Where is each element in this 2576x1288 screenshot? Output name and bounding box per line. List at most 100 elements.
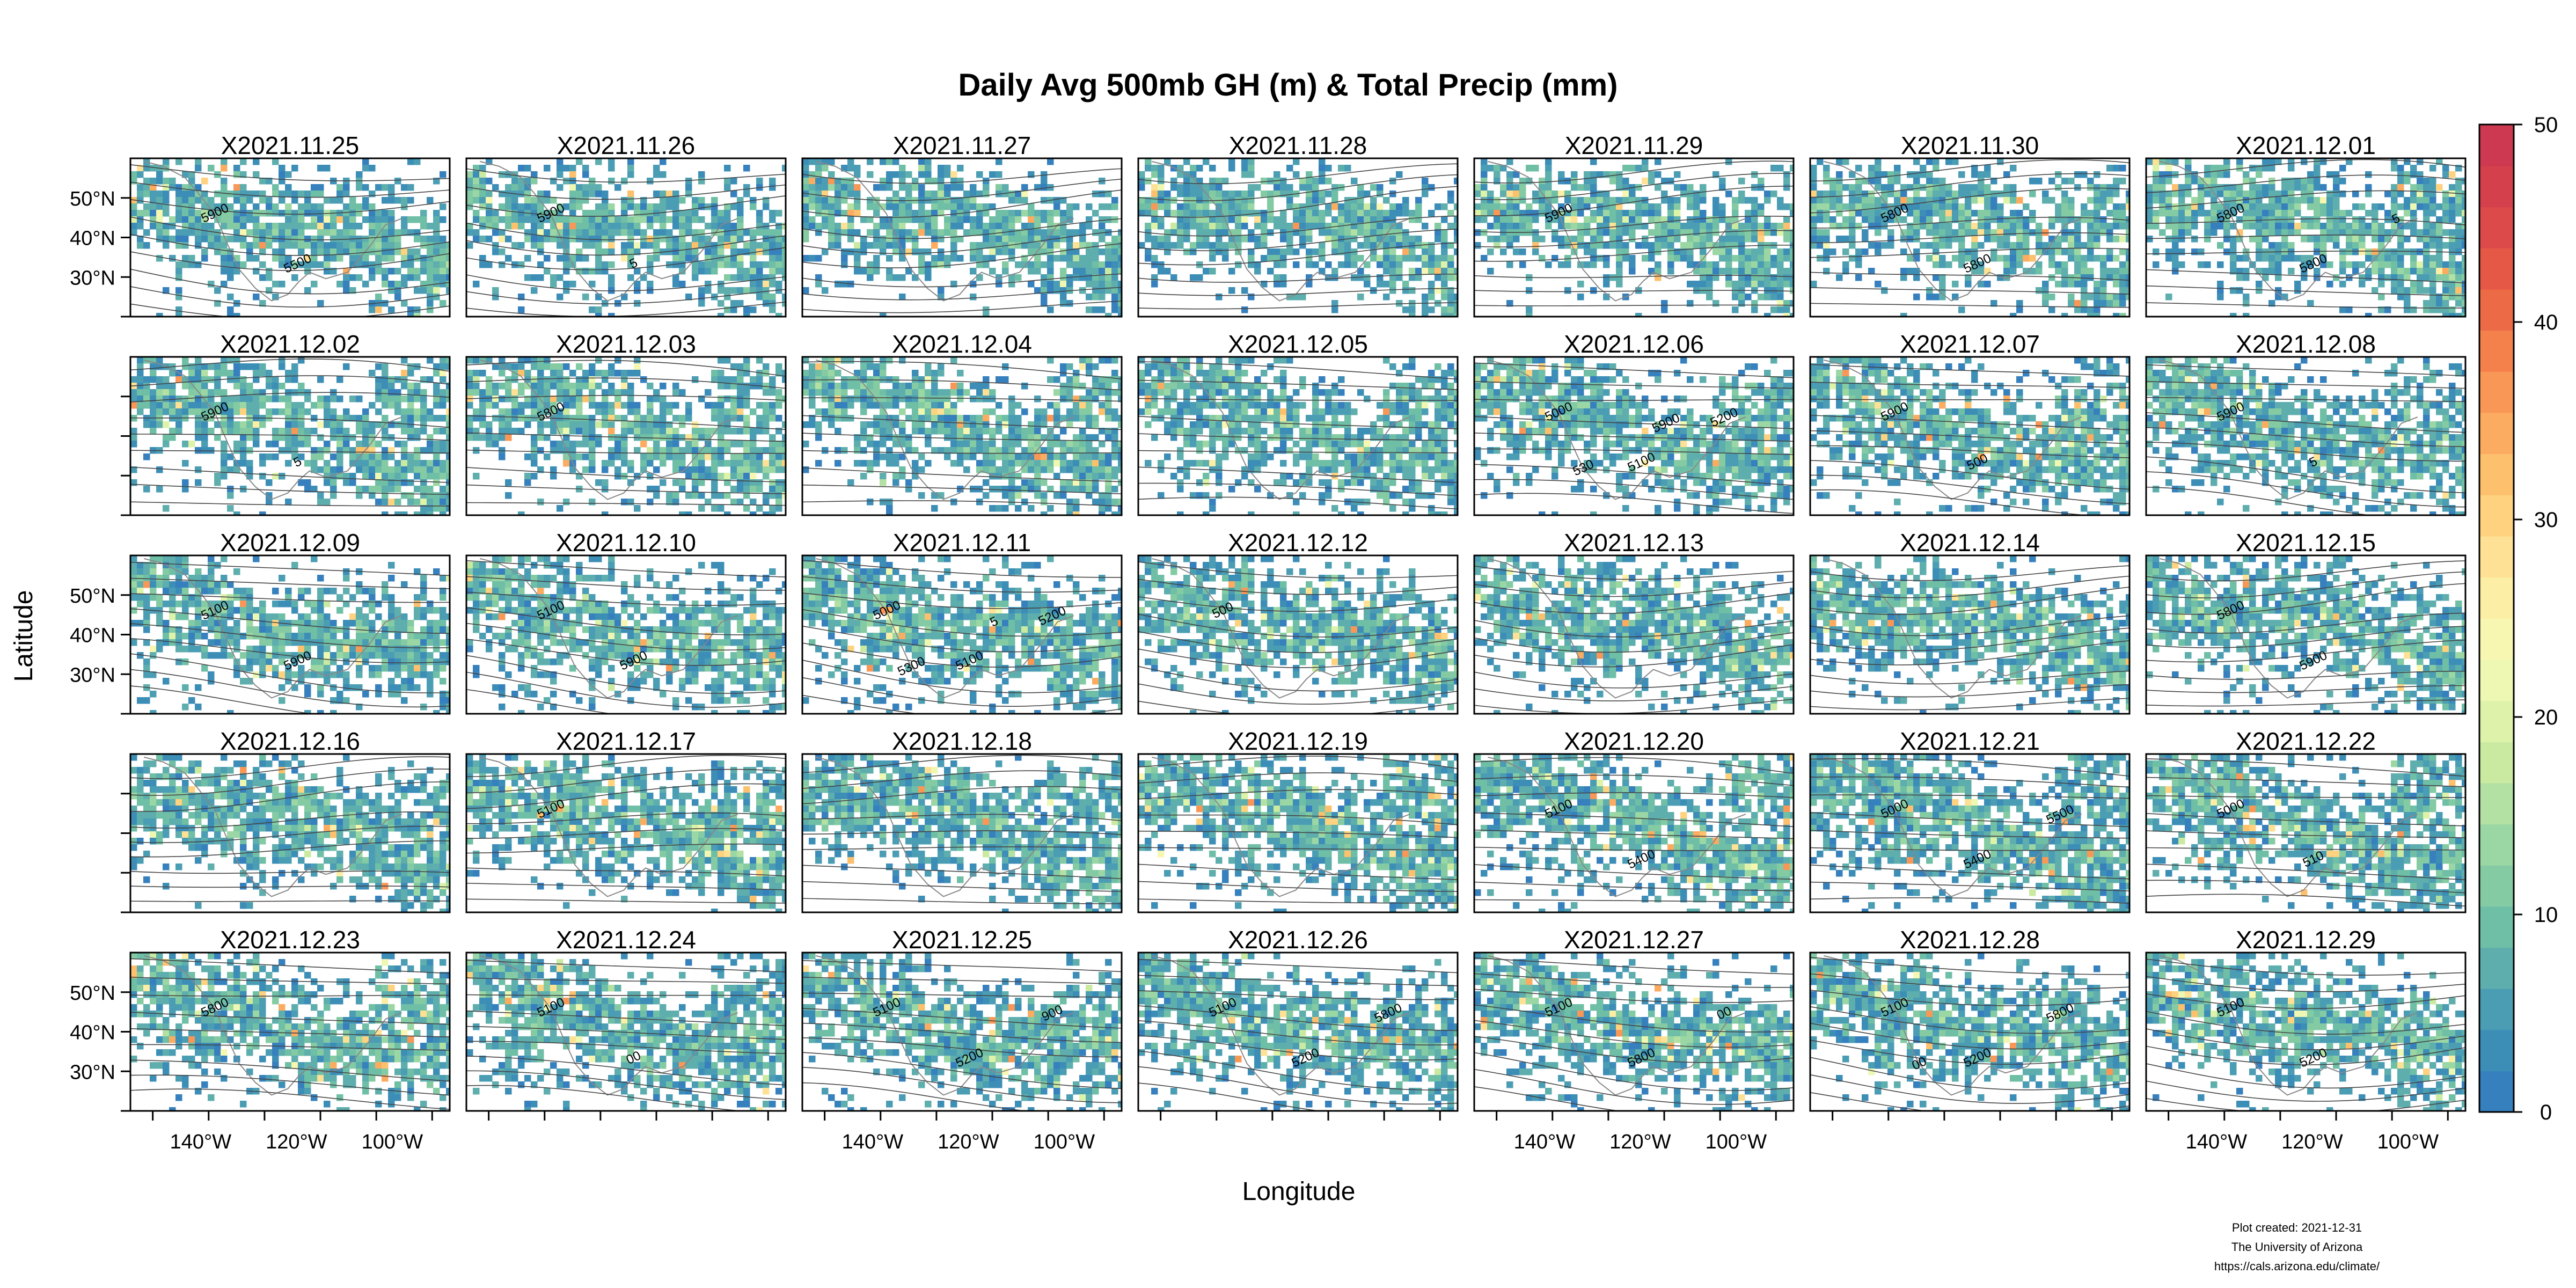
precip-cell [246,242,253,249]
precip-cell [1389,216,1396,223]
precip-cell [867,229,874,236]
precip-cell [2100,255,2107,262]
precip-cell [233,396,240,402]
precip-cell [440,441,447,448]
precip-cell [137,376,144,383]
precip-cell [1235,197,1242,204]
precip-cell [201,191,208,197]
precip-cell [394,242,401,249]
precip-cell [266,210,273,217]
precip-cell [343,274,350,281]
precip-cell [2333,191,2340,197]
gh-contour [802,243,1122,268]
precip-cell [666,197,673,204]
precip-cell [324,466,331,473]
precip-cell [1053,229,1060,236]
precip-cell [1783,313,1790,317]
precip-cell [2106,165,2113,172]
precip-cell [912,184,919,191]
precip-cell [1306,229,1313,236]
precip-cell [188,402,195,409]
precip-cell [362,428,369,435]
precip-cell [1661,229,1668,236]
precip-cell [1571,210,1578,217]
precip-cell [2455,203,2462,210]
precip-cell [433,415,440,422]
precip-cell [518,191,525,197]
precip-cell [1823,165,1830,172]
precip-cell [473,236,480,243]
precip-cell [1319,158,1326,165]
precip-cell [718,300,724,307]
precip-cell [1635,313,1642,317]
precip-cell [2249,197,2256,204]
precip-cell [195,447,202,454]
precip-cell [589,191,596,197]
precip-cell [809,184,816,191]
precip-cell [240,376,247,383]
precip-cell [1519,210,1526,217]
precip-cell [925,268,932,275]
precip-cell [1513,203,1520,210]
precip-cell [698,197,705,204]
precip-cell [1066,261,1073,268]
precip-cell [175,203,182,210]
precip-cell [1008,210,1015,217]
precip-cell [259,248,266,255]
precip-cell [1571,184,1578,191]
precip-cell [382,376,389,383]
precip-cell [2429,274,2436,281]
precip-cell [1111,281,1118,288]
precip-cell [905,184,912,191]
precip-cell [1933,165,1940,172]
precip-cell [899,229,906,236]
precip-cell [2281,294,2288,301]
precip-cell [1590,178,1597,185]
precip-cell [1810,229,1817,236]
precip-cell [492,294,499,301]
precip-cell [957,255,964,262]
precip-cell [163,191,170,197]
precip-cell [2256,171,2263,178]
precip-cell [1047,255,1054,262]
precip-cell [809,158,816,165]
precip-cell [2436,223,2443,230]
precip-cell [150,165,157,172]
precip-cell [1481,171,1488,178]
precip-cell [1894,210,1901,217]
precip-cell [1344,203,1351,210]
precip-cell [582,294,589,301]
precip-cell [1978,210,1985,217]
precip-cell [647,210,654,217]
precip-cell [1790,261,1794,268]
precip-cell [1842,268,1849,275]
precip-cell [2094,242,2101,249]
precip-cell [188,441,195,448]
precip-cell [2211,223,2218,230]
precip-cell [1745,248,1752,255]
precip-cell [2211,216,2218,223]
precip-cell [433,255,440,262]
precip-cell [240,197,247,204]
precip-cell [291,447,298,454]
precip-cell [1034,216,1041,223]
precip-cell [1552,229,1558,236]
precip-cell [1783,178,1790,185]
precip-cell [750,229,757,236]
precip-cell [2397,171,2404,178]
precip-cell [576,203,583,210]
precip-cell [1900,248,1907,255]
precip-cell [672,248,679,255]
precip-cell [505,191,512,197]
precip-cell [233,216,240,223]
precip-cell [2391,165,2398,172]
precip-cell [775,261,782,268]
precip-cell [1926,197,1933,204]
precip-cell [1680,184,1687,191]
precip-cell [880,223,887,230]
precip-cell [2423,300,2430,307]
precip-cell [2068,281,2075,288]
precip-cell [1706,268,1713,275]
precip-cell [1603,210,1610,217]
precip-cell [2359,261,2366,268]
